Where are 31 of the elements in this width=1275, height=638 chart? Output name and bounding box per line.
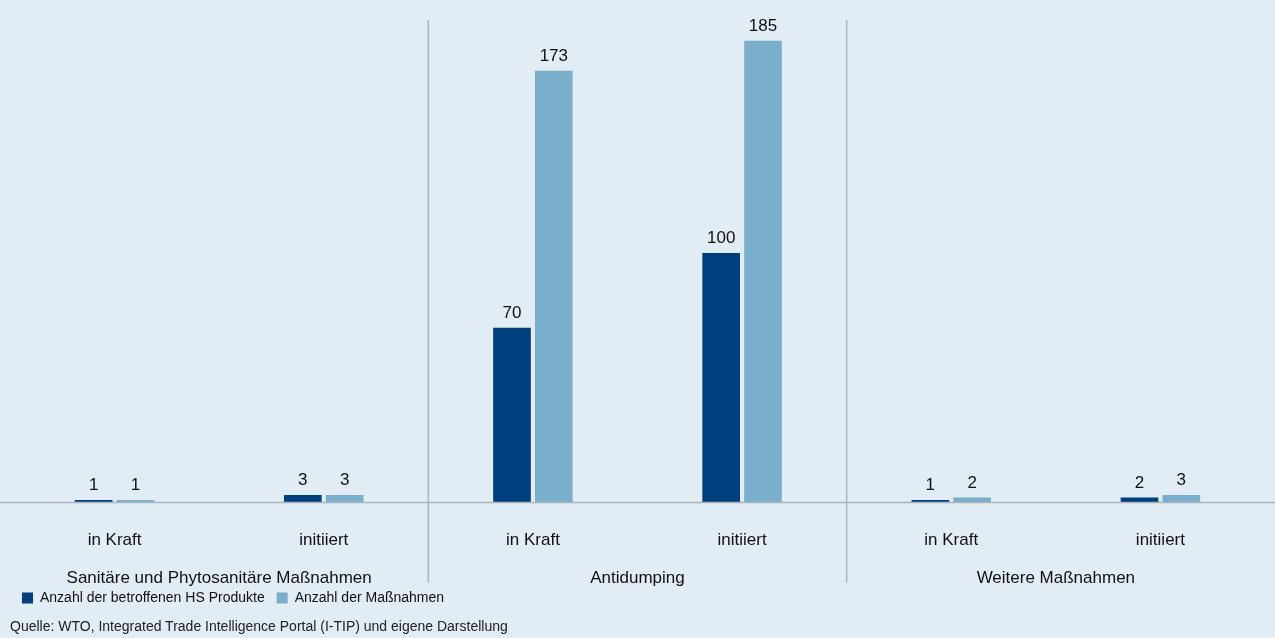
x-tick-label: in Kraft: [505, 530, 561, 550]
data-label: 100: [706, 228, 736, 248]
bar: [325, 495, 364, 503]
x-tick-label: initiiert: [299, 530, 349, 550]
source-note: Quelle: WTO, Integrated Trade Intelligence Portal (I-TIP) und eigene Darstellung: [10, 618, 508, 634]
data-label: 173: [539, 45, 569, 65]
bar: [744, 40, 782, 503]
x-tick-label: initiiert: [1135, 530, 1186, 550]
text: Weitere Maßnahmen: [976, 568, 1136, 588]
bar: [1162, 495, 1201, 503]
bar: [702, 252, 740, 503]
data-label: 3: [339, 470, 350, 490]
data-label: 3: [1176, 470, 1187, 490]
data-label: 1: [88, 475, 99, 495]
x-tick-label: in Kraft: [924, 530, 979, 550]
legend-label: Anzahl der Maßnahmen: [294, 588, 445, 605]
data-label: 1: [130, 475, 141, 495]
x-tick-label: initiiert: [717, 530, 767, 550]
bar: [535, 70, 573, 503]
data-label: 185: [748, 15, 778, 35]
data-label: 70: [502, 303, 522, 323]
text: Antidumping: [590, 568, 685, 588]
data-label: 2: [967, 472, 977, 492]
legend-label: Anzahl der betroffenen HS Produkte: [40, 588, 265, 605]
text: Sanitäre und Phytosanitäre Maßnahmen: [66, 568, 372, 588]
data-label: 3: [298, 470, 308, 490]
bar: [284, 495, 322, 503]
bar: [493, 327, 531, 503]
x-tick-label: in Kraft: [87, 530, 142, 550]
data-label: 2: [1134, 472, 1145, 492]
data-label: 1: [925, 475, 936, 495]
